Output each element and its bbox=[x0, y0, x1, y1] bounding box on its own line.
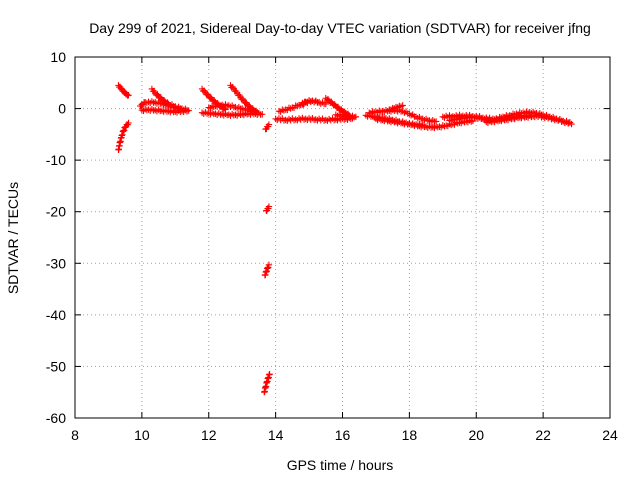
y-tick-label: 10 bbox=[50, 49, 66, 65]
data-point bbox=[265, 203, 273, 210]
x-tick-label: 24 bbox=[602, 427, 618, 443]
data-point bbox=[254, 108, 261, 116]
series-arc-18 bbox=[332, 111, 360, 121]
data-point bbox=[352, 113, 360, 121]
series-arc-6 bbox=[198, 85, 229, 113]
data-point bbox=[259, 111, 266, 118]
data-point bbox=[399, 102, 406, 109]
series-arc-1 bbox=[115, 82, 132, 99]
series-arc-25 bbox=[483, 112, 537, 126]
data-point bbox=[529, 113, 537, 120]
data-point bbox=[252, 107, 260, 114]
x-tick-label: 22 bbox=[535, 427, 551, 443]
x-tick-labels: 8 10 12 14 16 18 20 22 24 bbox=[71, 427, 618, 443]
chart-title: Day 299 of 2021, Sidereal Day-to-day VTE… bbox=[89, 20, 591, 36]
y-tick-label: 0 bbox=[58, 101, 66, 117]
data-point bbox=[265, 121, 273, 128]
axis-ticks bbox=[74, 56, 611, 419]
data-point bbox=[265, 261, 273, 269]
data-point bbox=[419, 121, 426, 129]
y-tick-label: -30 bbox=[46, 255, 66, 271]
x-tick-label: 8 bbox=[71, 427, 79, 443]
data-point bbox=[264, 264, 271, 272]
data-point bbox=[266, 370, 273, 378]
data-point bbox=[183, 106, 191, 114]
data-point bbox=[568, 120, 575, 128]
data-point bbox=[118, 132, 126, 139]
y-tick-label: -50 bbox=[46, 358, 66, 374]
y-tick-label: -20 bbox=[46, 204, 66, 220]
x-tick-label: 16 bbox=[335, 427, 351, 443]
series-arc-13 bbox=[261, 370, 273, 396]
data-point bbox=[119, 131, 126, 138]
series-arc-7 bbox=[198, 109, 266, 119]
data-point bbox=[164, 99, 171, 106]
series-arc-5 bbox=[148, 85, 191, 114]
data-point bbox=[120, 127, 128, 134]
data-point bbox=[307, 98, 314, 105]
data-point bbox=[331, 101, 338, 108]
data-point bbox=[324, 96, 332, 103]
y-tick-label: -60 bbox=[46, 410, 66, 426]
series-arc-21 bbox=[372, 115, 426, 129]
data-point bbox=[328, 98, 335, 106]
x-tick-label: 12 bbox=[201, 427, 217, 443]
series-arc-11 bbox=[263, 203, 273, 214]
data-point bbox=[125, 91, 132, 99]
series-arc-9 bbox=[227, 82, 261, 116]
data-point bbox=[334, 103, 342, 111]
x-axis-label: GPS time / hours bbox=[287, 457, 394, 473]
data-point bbox=[432, 118, 440, 125]
data-point bbox=[228, 110, 236, 118]
series-arc-22 bbox=[386, 102, 406, 113]
x-tick-label: 10 bbox=[134, 427, 150, 443]
data-point bbox=[125, 119, 132, 127]
series-arc-10 bbox=[262, 121, 273, 133]
series-arc-2 bbox=[115, 119, 132, 154]
data-series bbox=[115, 82, 575, 396]
x-tick-label: 18 bbox=[402, 427, 418, 443]
y-tick-labels: 10 0 -10 -20 -30 -40 -50 -60 bbox=[46, 49, 66, 426]
y-tick-label: -10 bbox=[46, 152, 66, 168]
x-tick-label: 20 bbox=[468, 427, 484, 443]
x-tick-label: 14 bbox=[268, 427, 284, 443]
data-point bbox=[322, 100, 329, 108]
data-point bbox=[566, 119, 574, 126]
y-axis-label: SDTVAR / TECUs bbox=[5, 182, 21, 294]
series-arc-16 bbox=[299, 97, 329, 108]
y-tick-label: -40 bbox=[46, 307, 66, 323]
series-arc-12 bbox=[261, 261, 273, 279]
data-point bbox=[119, 128, 127, 135]
data-point bbox=[287, 105, 294, 112]
data-point bbox=[429, 117, 436, 124]
